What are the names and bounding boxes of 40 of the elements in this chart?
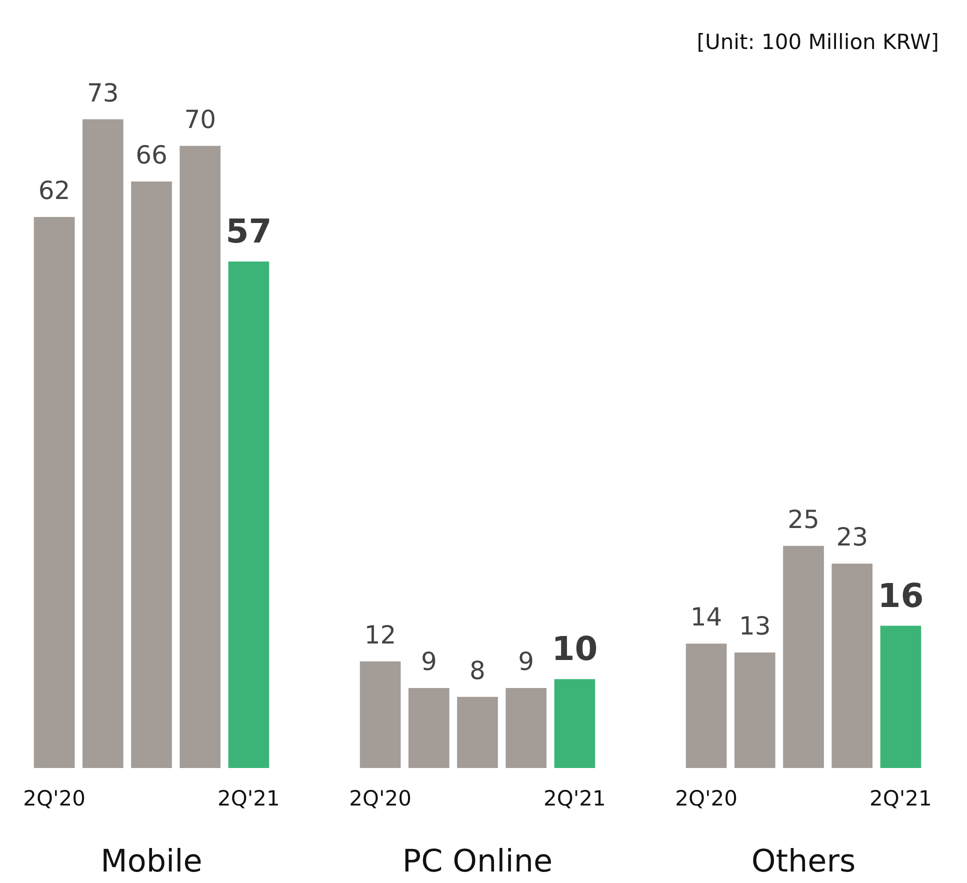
bar: [228, 261, 270, 768]
data-label: 57: [226, 211, 272, 250]
bar: [686, 644, 727, 768]
x-axis-title: PC Online: [402, 844, 553, 880]
bar: [131, 181, 172, 768]
bar: [457, 696, 498, 768]
x-axis-title: Others: [751, 844, 856, 880]
data-label: 66: [136, 140, 168, 170]
bar: [506, 688, 547, 768]
bar: [554, 679, 596, 768]
x-tick-label: 2Q'21: [870, 786, 932, 810]
bar: [34, 217, 75, 768]
data-label: 8: [470, 656, 486, 685]
bar: [82, 119, 124, 768]
x-tick-label: 2Q'20: [349, 786, 412, 810]
data-label: 13: [738, 611, 771, 640]
data-label: 23: [836, 522, 868, 552]
data-label: 14: [690, 602, 722, 632]
bar: [734, 652, 776, 768]
x-tick-label: 2Q'21: [544, 786, 606, 810]
data-label: 9: [420, 647, 437, 676]
x-tick-label: 2Q'20: [675, 786, 738, 810]
data-label: 70: [184, 104, 216, 134]
bar: [832, 564, 873, 768]
bar: [880, 626, 922, 768]
data-label: 10: [552, 629, 598, 668]
bar: [408, 688, 450, 768]
data-label: 73: [86, 78, 119, 108]
bar: [360, 661, 401, 768]
data-label: 9: [518, 647, 534, 676]
x-tick-label: 2Q'21: [218, 786, 280, 810]
x-axis-title: Mobile: [100, 844, 202, 880]
text: [Unit: 100 Million KRW]: [696, 30, 939, 54]
data-label: 12: [364, 620, 396, 650]
bar: [180, 146, 221, 768]
bar: [783, 546, 824, 768]
data-label: 62: [38, 176, 70, 206]
data-label: 16: [878, 576, 924, 615]
x-tick-label: 2Q'20: [23, 786, 86, 810]
data-label: 25: [788, 504, 820, 534]
